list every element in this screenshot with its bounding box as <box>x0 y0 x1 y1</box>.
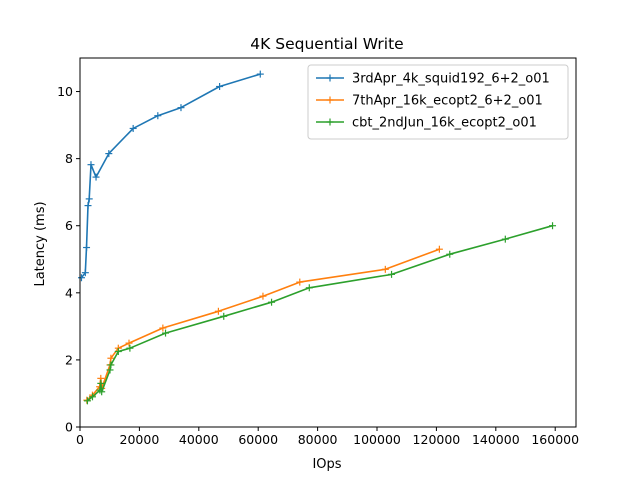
data-point <box>107 354 115 362</box>
plot-area <box>77 70 557 405</box>
data-point <box>84 202 92 210</box>
data-point <box>216 83 224 91</box>
series-line-2 <box>86 248 440 401</box>
data-point <box>435 245 443 253</box>
y-tick-label: 4 <box>65 285 73 300</box>
y-tick-label: 6 <box>65 218 73 233</box>
data-point <box>98 388 106 396</box>
y-axis: 0 2 4 6 8 10 <box>57 84 80 435</box>
x-tick-label: 100000 <box>353 432 401 447</box>
data-point <box>125 339 133 347</box>
data-point <box>105 150 113 158</box>
data-point <box>114 348 122 356</box>
data-point <box>446 250 454 258</box>
data-point <box>381 265 389 273</box>
data-point <box>126 344 134 352</box>
data-point <box>177 104 185 112</box>
y-axis-label: Latency (ms) <box>33 201 48 286</box>
series-line-3 <box>86 224 553 402</box>
x-tick-label: 40000 <box>179 432 219 447</box>
legend-label: 7thApr_16k_ecopt2_6+2_o01 <box>352 94 543 109</box>
data-point <box>259 292 267 300</box>
data-point <box>106 366 114 374</box>
data-point <box>162 329 170 337</box>
legend-label: cbt_2ndJun_16k_ecopt2_o01 <box>352 116 537 131</box>
x-tick-label: 60000 <box>238 432 278 447</box>
data-point <box>85 195 93 203</box>
data-point <box>256 70 264 78</box>
x-axis-label: IOps <box>312 457 341 472</box>
data-point <box>97 379 105 387</box>
y-tick-label: 10 <box>57 84 73 99</box>
data-point <box>501 235 509 243</box>
legend-label: 3rdApr_4k_squid192_6+2_o01 <box>352 72 550 87</box>
y-tick-label: 8 <box>65 151 73 166</box>
x-axis: 0 20000 40000 60000 80000 100000 120000 140000 1… <box>76 427 579 447</box>
x-tick-label: 20000 <box>120 432 160 447</box>
x-tick-label: 160000 <box>531 432 579 447</box>
x-tick-label: 140000 <box>472 432 520 447</box>
data-point <box>83 244 91 252</box>
legend-entry: cbt_2ndJun_16k_ecopt2_o01 <box>316 116 537 131</box>
chart-title: 4K Sequential Write <box>250 35 403 53</box>
x-tick-label: 80000 <box>298 432 338 447</box>
y-tick-label: 0 <box>65 420 73 435</box>
data-point <box>220 312 228 320</box>
data-point <box>159 324 167 332</box>
data-point <box>83 397 91 405</box>
data-point <box>92 173 100 181</box>
plot-frame <box>79 57 577 428</box>
data-point <box>296 278 304 286</box>
data-point <box>77 274 85 282</box>
legend-entry: 7thApr_16k_ecopt2_6+2_o01 <box>316 94 543 109</box>
series-line-1 <box>80 73 261 279</box>
data-point <box>388 270 396 278</box>
data-point <box>214 307 222 315</box>
x-tick-label: 120000 <box>413 432 461 447</box>
data-point <box>88 393 96 401</box>
x-tick-label: 0 <box>76 432 84 447</box>
data-point <box>81 269 89 277</box>
legend: 3rdApr_4k_squid192_6+2_o01 7thApr_16k_eco… <box>307 64 569 140</box>
data-point <box>129 124 137 132</box>
y-tick-label: 2 <box>65 352 73 367</box>
legend-entry: 3rdApr_4k_squid192_6+2_o01 <box>316 72 550 87</box>
data-point <box>268 298 276 306</box>
data-point <box>305 284 313 292</box>
legend-box <box>307 64 569 140</box>
data-point <box>87 161 95 169</box>
data-point <box>107 361 115 369</box>
data-point <box>549 222 557 230</box>
data-point <box>154 112 162 120</box>
